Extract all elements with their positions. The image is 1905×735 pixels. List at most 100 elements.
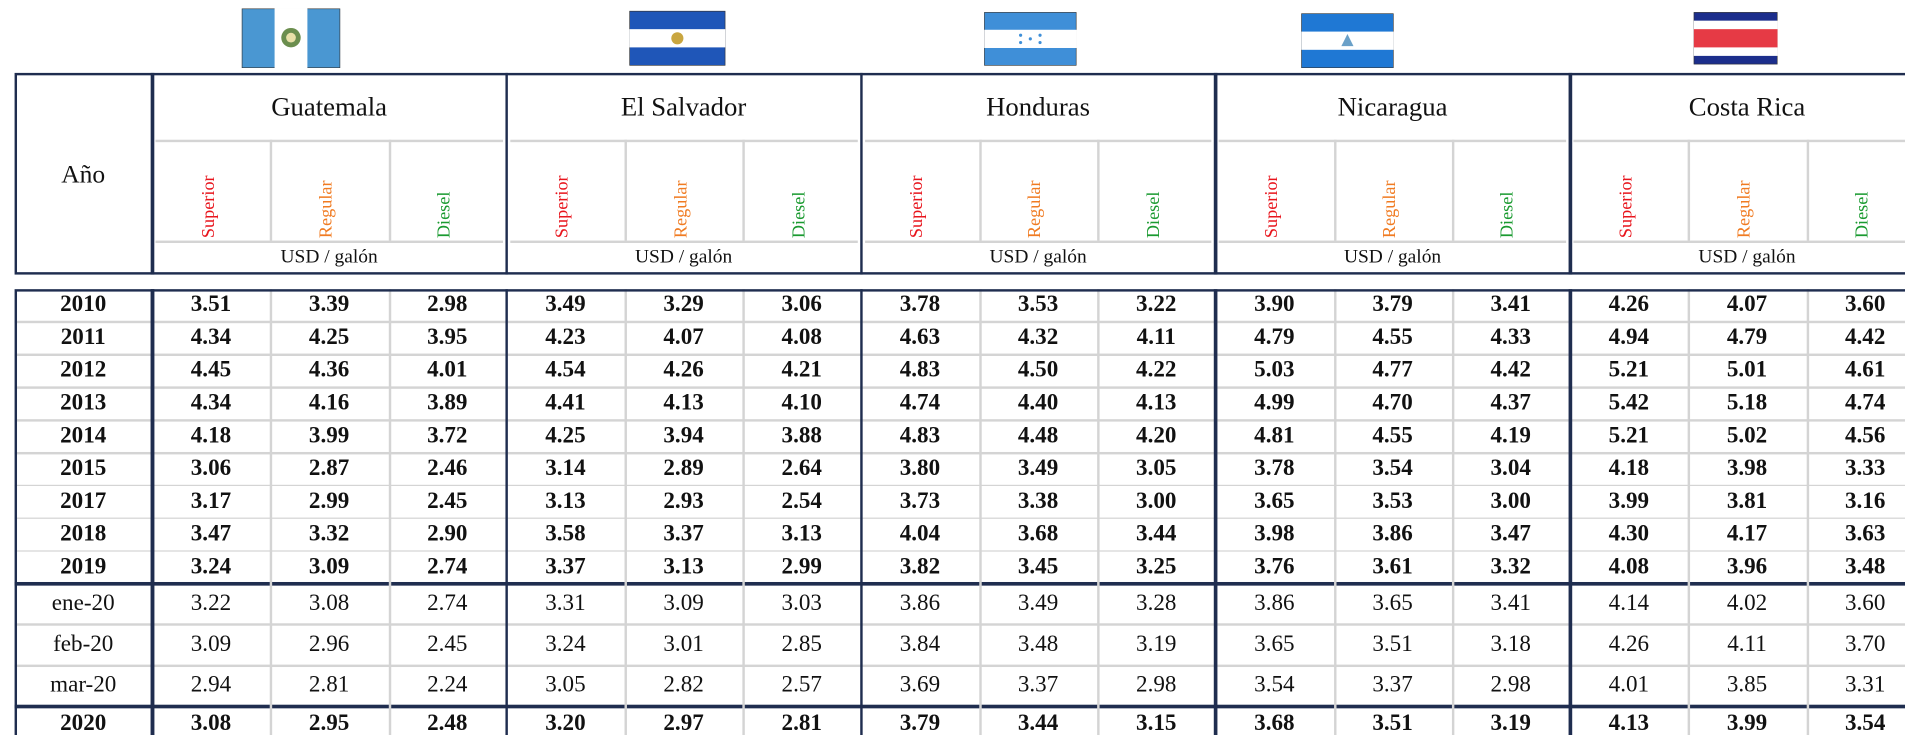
price-cell: 4.83 [899,357,941,384]
price-cell: 3.22 [190,590,232,616]
price-cell: 2.98 [1490,672,1531,698]
price-cell: 4.74 [899,390,941,416]
price-cell: 4.32 [1017,324,1059,351]
row-divider [14,451,1905,454]
row-label: 2020 [60,711,107,735]
row-label: ene-20 [51,590,115,616]
header-divider [509,240,858,243]
price-cell: 3.70 [1844,631,1886,657]
price-cell: 3.80 [899,455,941,482]
header-divider [270,139,273,241]
row-divider [14,386,1905,389]
price-cell: 4.45 [190,357,232,384]
price-cell: 3.95 [427,324,468,351]
price-cell: 3.13 [663,553,704,580]
header-frame [14,72,1905,275]
price-cell: 3.54 [1254,672,1295,698]
row-label: 2017 [60,488,107,514]
price-cell: 4.01 [1608,672,1650,698]
price-cell: 3.03 [781,590,822,616]
price-cell: 3.17 [190,488,232,514]
row-label: 2014 [60,422,107,449]
price-cell: 3.79 [1372,292,1413,318]
price-cell: 3.09 [308,553,350,580]
price-cell: 4.30 [1608,520,1650,547]
header-divider [1333,139,1336,241]
group-border [1214,289,1218,735]
price-cell: 3.05 [545,672,586,698]
price-cell: 3.48 [1844,553,1886,580]
price-cell: 5.03 [1254,357,1295,384]
price-cell: 3.73 [899,488,941,514]
price-cell: 3.78 [899,292,941,318]
price-cell: 3.00 [1136,488,1177,514]
row-label: 2015 [60,455,107,482]
price-cell: 2.24 [427,672,468,698]
price-cell: 4.16 [308,390,350,416]
column-divider [1451,289,1455,735]
price-cell: 3.16 [1844,488,1886,514]
price-cell: 3.68 [1254,711,1295,735]
column-divider [742,289,746,735]
price-cell: 3.37 [663,520,704,547]
price-cell: 4.13 [1136,390,1177,416]
price-cell: 2.45 [427,488,468,514]
price-cell: 4.34 [190,324,232,351]
price-cell: 3.08 [308,590,350,616]
price-cell: 3.44 [1136,520,1177,547]
price-cell: 3.94 [663,422,704,449]
country-name: Nicaragua [1337,90,1448,121]
unit-label: USD / galón [989,246,1087,268]
price-cell: 4.07 [1726,292,1768,318]
price-cell: 4.74 [1844,390,1886,416]
price-cell: 4.36 [308,357,350,384]
row-divider [14,664,1905,667]
header-divider [1097,139,1100,241]
row-divider [14,517,1905,520]
section-border [14,704,1905,708]
section-border [14,582,1905,586]
flag-el-salvador [629,10,726,66]
price-cell: 3.76 [1254,553,1295,580]
price-cell: 4.50 [1017,357,1059,384]
header-divider [155,240,503,243]
group-border [505,289,509,735]
price-cell: 3.98 [1254,520,1295,547]
price-cell: 4.01 [427,357,468,384]
column-divider [270,289,273,735]
price-cell: 4.11 [1727,631,1767,657]
header-divider [1573,139,1905,143]
price-cell: 2.82 [663,672,704,698]
price-cell: 3.29 [663,292,704,318]
price-cell: 4.33 [1490,324,1531,351]
price-cell: 3.09 [190,631,232,657]
price-cell: 4.26 [1608,631,1650,657]
price-cell: 2.90 [427,520,468,547]
price-cell: 3.88 [781,422,822,449]
flag-honduras [984,12,1077,66]
price-cell: 4.10 [781,390,822,416]
price-cell: 3.51 [1372,711,1413,735]
price-cell: 3.54 [1844,711,1886,735]
price-cell: 4.19 [1490,422,1531,449]
price-cell: 3.47 [190,520,232,547]
price-cell: 3.49 [1017,590,1059,616]
price-cell: 3.15 [1136,711,1177,735]
price-cell: 3.18 [1490,631,1531,657]
price-cell: 4.41 [545,390,586,416]
price-cell: 3.82 [899,553,941,580]
row-divider [14,484,1905,487]
price-cell: 5.18 [1726,390,1768,416]
price-cell: 3.00 [1490,488,1531,514]
price-cell: 4.34 [190,390,232,416]
header-divider [742,139,746,241]
year-header: Año [61,158,106,188]
price-cell: 3.96 [1726,553,1768,580]
price-cell: 3.06 [781,292,822,318]
price-cell: 3.13 [545,488,586,514]
column-divider [624,289,627,735]
price-cell: 3.68 [1017,520,1059,547]
header-divider [155,139,503,143]
price-cell: 4.20 [1136,422,1177,449]
row-divider [14,550,1905,552]
